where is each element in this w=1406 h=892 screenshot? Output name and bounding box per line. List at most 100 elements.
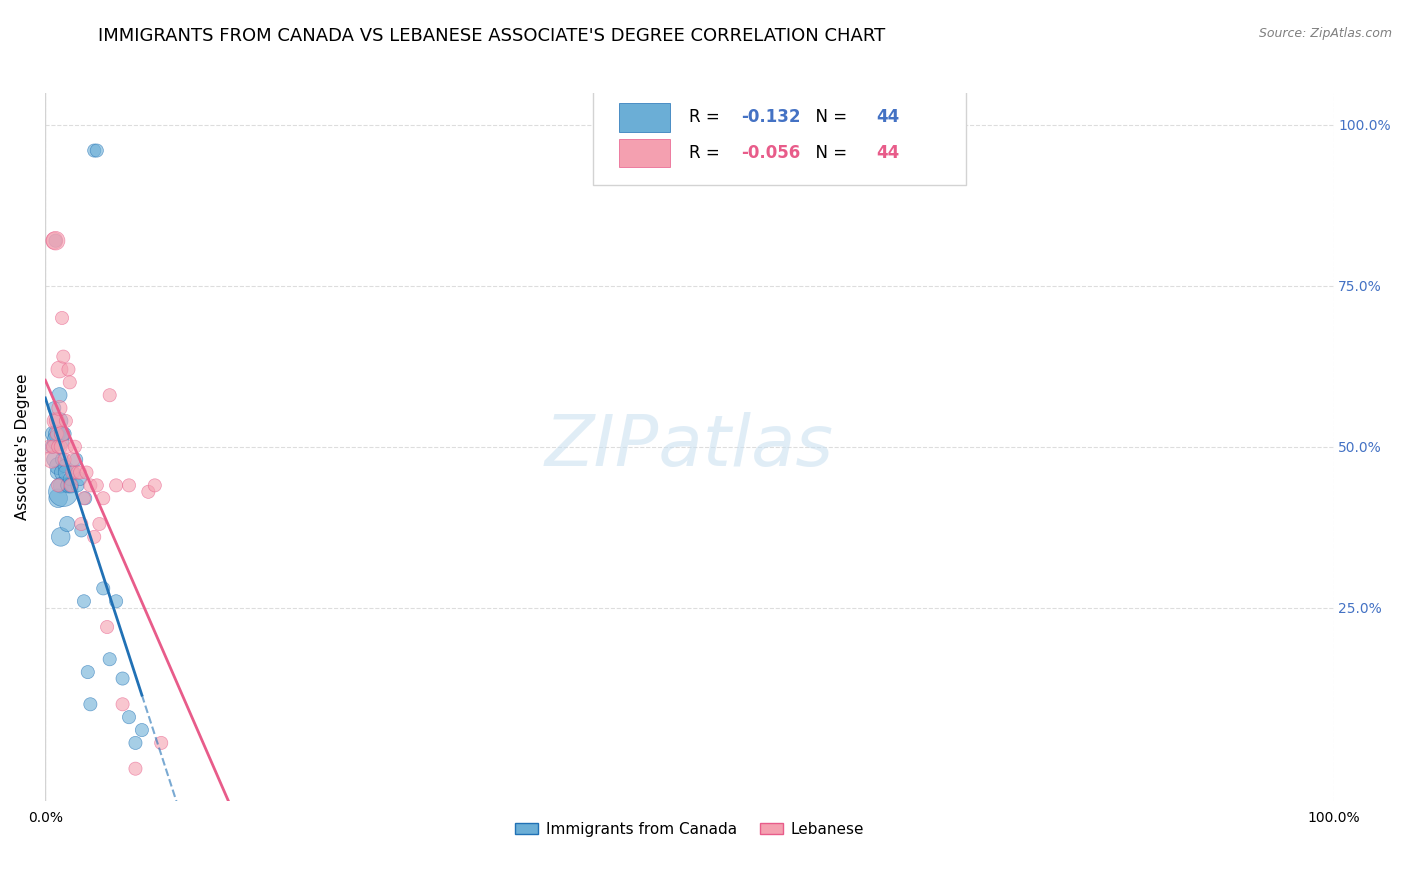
Point [62, 466, 84, 480]
Point [66, 466, 89, 480]
Point [45, 426, 67, 441]
Point [44, 452, 66, 467]
Text: IMMIGRANTS FROM CANADA VS LEBANESE ASSOCIATE'S DEGREE CORRELATION CHART: IMMIGRANTS FROM CANADA VS LEBANESE ASSOC… [98, 27, 886, 45]
Point [73, 491, 96, 506]
Point [75, 491, 97, 506]
Y-axis label: Associate's Degree: Associate's Degree [15, 374, 30, 520]
Point [60, 478, 83, 492]
Point [46, 491, 69, 506]
Point [45, 234, 67, 248]
Point [49, 440, 72, 454]
Text: N =: N = [806, 144, 852, 161]
Point [60, 466, 83, 480]
Point [91, 491, 114, 506]
Point [46, 478, 69, 492]
Point [53, 426, 76, 441]
Text: ZIPatlas: ZIPatlas [546, 412, 834, 482]
Point [51, 452, 73, 467]
Point [45, 234, 67, 248]
Point [91, 582, 114, 596]
Bar [619, 103, 671, 131]
Point [52, 350, 75, 364]
Point [111, 698, 134, 712]
Point [48, 401, 70, 416]
Point [69, 466, 91, 480]
Point [86, 144, 108, 158]
Point [96, 620, 118, 634]
Point [56, 478, 79, 492]
Point [59, 376, 82, 390]
Point [46, 434, 69, 448]
Text: 44: 44 [876, 109, 900, 127]
Point [56, 440, 79, 454]
Point [52, 484, 75, 499]
Point [46, 440, 69, 454]
Point [49, 478, 72, 492]
Legend: Immigrants from Canada, Lebanese: Immigrants from Canada, Lebanese [509, 815, 870, 843]
Text: N =: N = [806, 109, 852, 127]
Point [105, 478, 128, 492]
Point [60, 478, 83, 492]
Point [55, 414, 77, 428]
Point [98, 388, 121, 402]
Point [62, 452, 84, 467]
Point [143, 478, 166, 492]
Point [118, 710, 141, 724]
Point [48, 362, 70, 376]
Point [105, 594, 128, 608]
Point [42, 426, 65, 441]
Point [83, 144, 105, 158]
Point [49, 530, 72, 544]
Point [51, 310, 73, 325]
Text: -0.132: -0.132 [741, 109, 800, 127]
Point [124, 736, 146, 750]
Point [48, 388, 70, 402]
Point [70, 516, 93, 531]
Point [45, 466, 67, 480]
Point [51, 426, 73, 441]
Point [41, 452, 63, 467]
Point [44, 401, 66, 416]
Point [51, 466, 73, 480]
Text: R =: R = [689, 109, 725, 127]
Point [38, 440, 60, 454]
Point [58, 362, 80, 376]
Point [45, 414, 67, 428]
Point [83, 530, 105, 544]
Point [45, 414, 67, 428]
FancyBboxPatch shape [593, 86, 966, 185]
Point [98, 652, 121, 666]
Text: 44: 44 [876, 144, 900, 161]
Point [76, 466, 98, 480]
Point [55, 466, 77, 480]
Point [131, 723, 153, 737]
Point [41, 440, 63, 454]
Point [150, 736, 173, 750]
Point [79, 698, 101, 712]
Point [70, 524, 93, 538]
Point [89, 516, 111, 531]
Point [66, 478, 89, 492]
Point [69, 472, 91, 486]
Text: R =: R = [689, 144, 725, 161]
Text: Source: ZipAtlas.com: Source: ZipAtlas.com [1258, 27, 1392, 40]
Point [124, 762, 146, 776]
Point [138, 484, 160, 499]
Point [45, 426, 67, 441]
Point [42, 440, 65, 454]
Point [65, 452, 87, 467]
Point [79, 478, 101, 492]
Point [56, 516, 79, 531]
Point [111, 672, 134, 686]
Point [46, 458, 69, 473]
Point [44, 234, 66, 248]
Point [53, 452, 76, 467]
Text: -0.056: -0.056 [741, 144, 800, 161]
Point [53, 458, 76, 473]
Point [86, 478, 108, 492]
Bar [619, 138, 671, 167]
Point [118, 478, 141, 492]
Point [76, 665, 98, 679]
Point [63, 440, 86, 454]
Point [73, 594, 96, 608]
